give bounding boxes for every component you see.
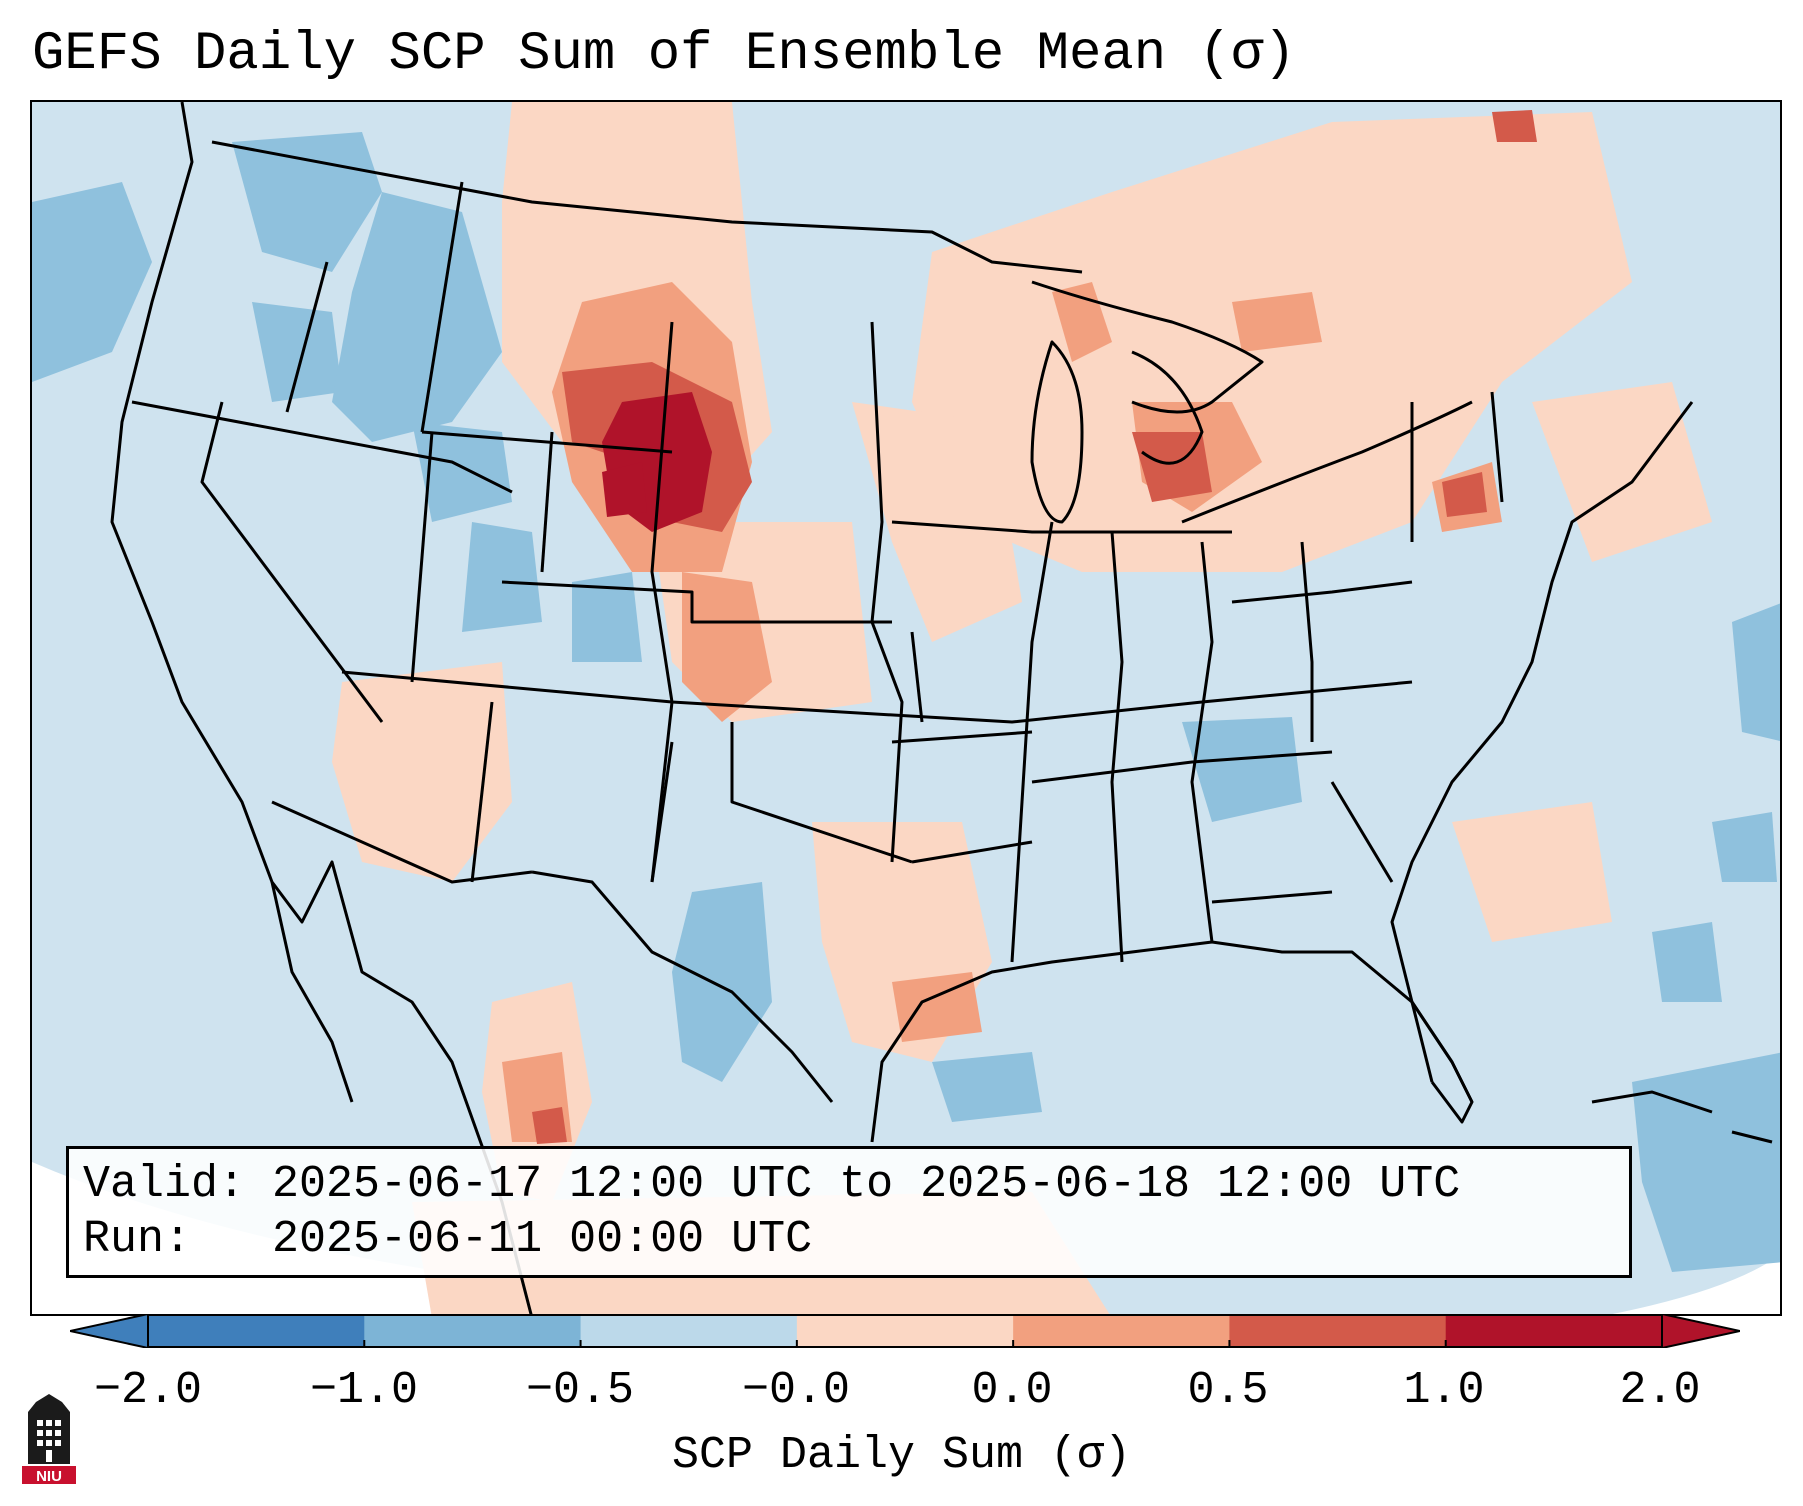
colorbar-segment [148,1314,365,1348]
niu-tower-icon: NIU [22,1394,76,1485]
chart-title: GEFS Daily SCP Sum of Ensemble Mean (σ) [32,24,1296,85]
max-positive-regions [602,392,712,532]
colorbar-frame [147,1314,1663,1348]
colorbar-tick: 2.0 [1619,1365,1701,1416]
valid-time-text: Valid: 2025-06-17 12:00 UTC to 2025-06-1… [83,1159,1461,1210]
colorbar-tick: 1.0 [1403,1365,1485,1416]
colorbar-extend-low [70,1314,149,1348]
colorbar-segment [796,1314,1014,1348]
colorbar-extend-high [1661,1314,1740,1348]
colorbar-label: SCP Daily Sum (σ) [671,1430,1132,1481]
colorbar-tick: 0.5 [1187,1365,1269,1416]
colorbar-segment [580,1314,798,1348]
colorbar-tick: 0.0 [971,1365,1053,1416]
colorbar-segment [1229,1314,1447,1348]
colorbar-tick: −2.0 [93,1365,203,1416]
run-time-text: Run: 2025-06-11 00:00 UTC [83,1214,813,1265]
projection-edge-right [1612,1254,1780,1314]
boundaries [110,102,1694,1314]
colorbar-tick: −0.5 [525,1365,635,1416]
colorbar-segment [364,1314,582,1348]
caribbean-islands [1591,1090,1773,1144]
negative-anomaly-regions [32,132,1780,1272]
colorbar-segment [1445,1314,1663,1348]
logo-text: NIU [36,1468,62,1485]
validity-info-box: Valid: 2025-06-17 12:00 UTC to 2025-06-1… [66,1146,1632,1278]
scp-map-svg [32,102,1780,1314]
colorbar [70,1314,1740,1348]
colorbar-tick: −0.0 [741,1365,851,1416]
map-panel [30,100,1782,1316]
colorbar-tick: −1.0 [309,1365,419,1416]
colorbar-segment [1013,1314,1230,1348]
